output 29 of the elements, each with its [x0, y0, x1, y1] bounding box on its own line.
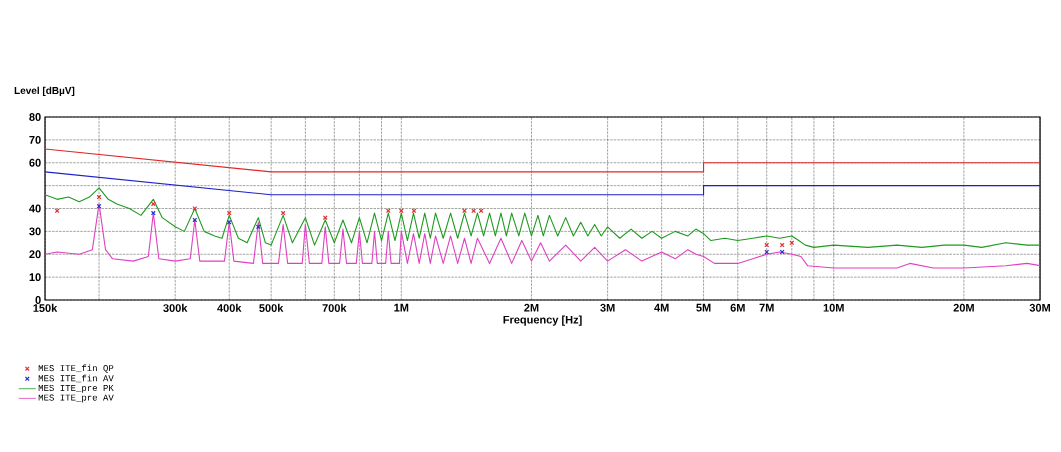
- x-tick-label: 500k: [259, 303, 284, 312]
- x-tick-label: 300k: [163, 303, 188, 312]
- y-tick-label: 30: [29, 227, 41, 236]
- y-tick-label: 60: [29, 158, 41, 167]
- legend-label: MES ITE_fin QP: [38, 364, 114, 373]
- y-axis-title: Level [dBµV]: [14, 86, 75, 97]
- x-tick-label: 7M: [759, 303, 774, 312]
- x-tick-label: 150k: [33, 303, 58, 312]
- x-tick-label: 4M: [654, 303, 669, 312]
- x-tick-label: 700k: [322, 303, 347, 312]
- y-tick-label: 40: [29, 204, 41, 213]
- x-tick-label: 6M: [730, 303, 745, 312]
- x-tick-label: 5M: [696, 303, 711, 312]
- legend-label: MES ITE_pre AV: [38, 394, 114, 403]
- y-tick-label: 0: [35, 296, 41, 304]
- x-tick-label: 400k: [217, 303, 242, 312]
- legend-label: MES ITE_fin AV: [38, 374, 114, 383]
- legend-label: MES ITE_pre PK: [38, 384, 114, 393]
- x-tick-label: 3M: [600, 303, 615, 312]
- y-tick-label: 20: [29, 250, 41, 259]
- x-axis-title: Frequency [Hz]: [503, 315, 582, 326]
- x-tick-label: 2M: [524, 303, 539, 312]
- x-tick-label: 30M: [1029, 303, 1050, 312]
- y-tick-label: 70: [29, 135, 41, 144]
- y-tick-label: 80: [29, 113, 41, 121]
- x-tick-label: 20M: [953, 303, 974, 312]
- y-tick-label: 10: [29, 273, 41, 282]
- x-tick-label: 10M: [823, 303, 844, 312]
- x-tick-label: 1M: [394, 303, 409, 312]
